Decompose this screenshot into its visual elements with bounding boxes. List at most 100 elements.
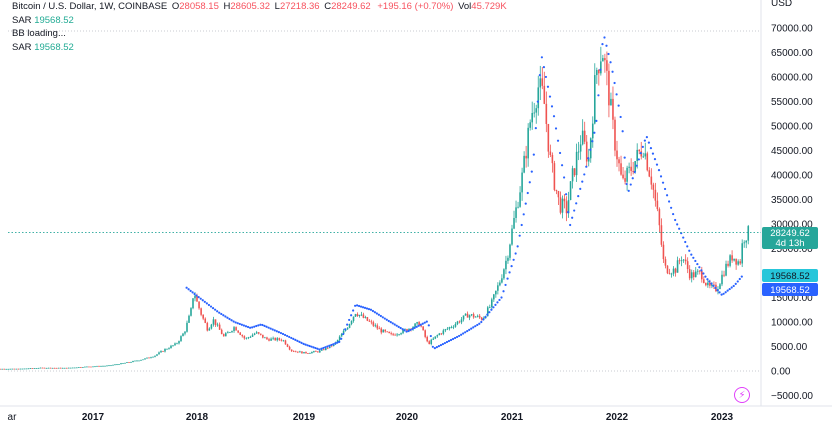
candle-body (579, 144, 582, 152)
sar-dot (265, 325, 268, 328)
candle-body (188, 315, 190, 323)
sar-dot (704, 275, 707, 278)
candle-body (384, 329, 387, 332)
candle-body (237, 330, 239, 333)
candle-body (90, 366, 92, 368)
candle-body (317, 351, 319, 353)
candle-body (268, 339, 270, 341)
candle-body (555, 189, 558, 192)
candle-body (424, 330, 426, 337)
candle-body (13, 368, 16, 370)
candle-body (382, 329, 385, 333)
candle-body (398, 334, 400, 336)
candle-body (366, 317, 369, 321)
candle-body (96, 365, 98, 367)
lightning-icon[interactable]: ⚡ (734, 387, 750, 403)
last-price-text: 28249.62 (770, 228, 810, 239)
y-tick-label: 60000.00 (771, 73, 813, 84)
sar-dot (453, 336, 457, 340)
sar-dot (556, 139, 560, 142)
y-tick-label: 35000.00 (771, 195, 813, 206)
candle-body (192, 298, 194, 309)
sar-dot (670, 206, 673, 209)
sar-dot (224, 315, 227, 318)
x-tick-label: 2022 (606, 412, 629, 423)
sar-dot (603, 36, 606, 39)
symbol-title[interactable]: Bitcoin / U.S. Dollar, 1W, COINBASE (12, 1, 168, 12)
candle-body (156, 354, 158, 356)
sar-dot (672, 212, 675, 216)
candle-body (509, 244, 511, 258)
sar-dot (597, 94, 600, 97)
candle-body (78, 367, 80, 368)
candle-body (102, 365, 104, 367)
sar-dot (585, 165, 588, 168)
sar-dot (348, 318, 351, 322)
sar-dot (466, 329, 469, 333)
x-tick-label: 2019 (293, 412, 316, 423)
candle-body (705, 282, 707, 286)
candle-body (604, 58, 606, 61)
candle-body (354, 314, 357, 317)
candle-body (120, 363, 122, 365)
candle-body (305, 351, 307, 354)
sar-dot (251, 326, 254, 329)
candle-body (276, 338, 279, 341)
sar-dot (516, 245, 519, 248)
x-axis[interactable]: ar 2017 2018 2019 2020 2021 2022 2023 (8, 412, 734, 423)
sar-dot (615, 93, 618, 96)
y-tick-label: 40000.00 (771, 171, 813, 182)
sar-dot (397, 325, 400, 328)
candle-body (593, 75, 596, 124)
indicator-row-bb[interactable]: BB loading... (12, 27, 507, 41)
candle-body (229, 332, 231, 333)
sar-dot (185, 286, 188, 289)
sar-dot (261, 323, 264, 327)
sar-dot (433, 347, 436, 350)
sar-dot (577, 195, 580, 198)
candle-body (583, 130, 586, 142)
candle-body (608, 70, 610, 106)
sar-dot (544, 75, 548, 79)
sar-dot (724, 291, 727, 294)
sar-dot (506, 277, 509, 280)
indicator-row-sar-2[interactable]: SAR 19568.52 (12, 41, 507, 55)
candle-body (350, 320, 353, 325)
candle-body (180, 336, 182, 342)
sar-dot (415, 325, 418, 328)
candle-body (507, 257, 509, 261)
sar-dot (581, 180, 584, 183)
candle-body (154, 355, 156, 357)
sar-dot (599, 68, 602, 71)
candle-body (686, 261, 689, 270)
sar-dot (663, 187, 667, 191)
sar-dot (627, 189, 630, 192)
candle-body (642, 156, 645, 158)
candle-body (176, 343, 178, 345)
indicator-row-sar-1[interactable]: SAR 19568.52 (12, 14, 507, 28)
sar-dot (401, 328, 404, 331)
sar-dot (702, 272, 705, 275)
sar-dot (240, 323, 243, 326)
candle-body (521, 172, 523, 193)
sar-dot (279, 331, 283, 335)
sar-dot (548, 95, 552, 98)
candle-body (636, 149, 638, 162)
candle-body (380, 328, 383, 333)
candle-body (598, 70, 600, 74)
y-tick-label: 25000.00 (771, 244, 813, 255)
indicator-value: 19568.52 (34, 41, 74, 53)
candle-body (67, 367, 70, 369)
y-axis[interactable]: USD 70000.00 65000.00 60000.00 55000.00 50000… (771, 0, 813, 402)
sar-dot (476, 323, 479, 327)
candle-body (37, 367, 40, 369)
sar-dot (710, 282, 713, 285)
candle-body (172, 345, 174, 347)
sar-dot (232, 320, 235, 323)
candle-body (158, 352, 160, 355)
sar-dot (554, 127, 558, 130)
sar-dot (684, 240, 687, 244)
candle-body (739, 261, 741, 264)
candle-body (98, 365, 100, 367)
